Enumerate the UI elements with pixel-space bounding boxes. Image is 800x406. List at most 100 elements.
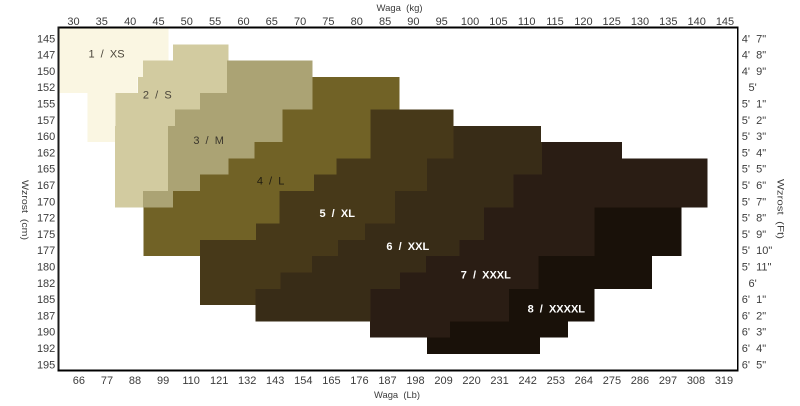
svg-text:147: 147 bbox=[37, 50, 55, 62]
svg-text:165: 165 bbox=[37, 164, 55, 176]
svg-text:88: 88 bbox=[129, 375, 141, 387]
svg-text:4' 9": 4' 9" bbox=[742, 66, 766, 78]
svg-text:308: 308 bbox=[687, 375, 705, 387]
svg-text:110: 110 bbox=[182, 375, 200, 387]
svg-text:182: 182 bbox=[37, 278, 55, 290]
svg-text:155: 155 bbox=[37, 99, 55, 111]
svg-text:65: 65 bbox=[266, 16, 278, 28]
svg-text:198: 198 bbox=[406, 375, 424, 387]
svg-text:5' 10": 5' 10" bbox=[742, 245, 773, 257]
svg-text:5' 4": 5' 4" bbox=[742, 147, 766, 159]
svg-text:5' 11": 5' 11" bbox=[742, 262, 772, 274]
svg-text:121: 121 bbox=[210, 375, 228, 387]
svg-text:77: 77 bbox=[101, 375, 113, 387]
svg-text:6' 4": 6' 4" bbox=[742, 343, 766, 355]
svg-text:Wzrost (cm): Wzrost (cm) bbox=[20, 180, 30, 240]
svg-text:286: 286 bbox=[631, 375, 649, 387]
svg-text:275: 275 bbox=[603, 375, 621, 387]
svg-text:35: 35 bbox=[96, 16, 108, 28]
svg-text:6 / XXL: 6 / XXL bbox=[386, 241, 429, 253]
svg-text:157: 157 bbox=[37, 115, 55, 127]
svg-text:8 / XXXXL: 8 / XXXXL bbox=[528, 304, 586, 316]
svg-text:162: 162 bbox=[37, 147, 55, 159]
svg-text:75: 75 bbox=[322, 16, 334, 28]
svg-text:5' 5": 5' 5" bbox=[742, 164, 766, 176]
svg-text:7 / XXXL: 7 / XXXL bbox=[461, 270, 511, 282]
svg-text:3 / M: 3 / M bbox=[193, 135, 224, 147]
svg-text:100: 100 bbox=[461, 16, 479, 28]
svg-text:60: 60 bbox=[237, 16, 249, 28]
svg-text:110: 110 bbox=[518, 16, 536, 28]
svg-text:Wzrost (Ft): Wzrost (Ft) bbox=[776, 179, 786, 239]
svg-text:80: 80 bbox=[351, 16, 363, 28]
svg-text:209: 209 bbox=[434, 375, 452, 387]
svg-text:1 / XS: 1 / XS bbox=[88, 49, 124, 61]
svg-text:160: 160 bbox=[37, 131, 55, 143]
svg-text:132: 132 bbox=[238, 375, 256, 387]
svg-text:180: 180 bbox=[37, 262, 55, 274]
svg-text:167: 167 bbox=[37, 180, 55, 192]
svg-text:5': 5' bbox=[749, 82, 757, 94]
svg-text:70: 70 bbox=[294, 16, 306, 28]
svg-text:177: 177 bbox=[37, 245, 55, 257]
svg-text:143: 143 bbox=[266, 375, 284, 387]
svg-text:172: 172 bbox=[37, 213, 55, 225]
svg-text:40: 40 bbox=[124, 16, 136, 28]
svg-text:85: 85 bbox=[379, 16, 391, 28]
svg-text:253: 253 bbox=[547, 375, 565, 387]
svg-text:297: 297 bbox=[659, 375, 677, 387]
svg-text:5' 6": 5' 6" bbox=[742, 180, 766, 192]
svg-text:176: 176 bbox=[350, 375, 368, 387]
svg-text:5' 9": 5' 9" bbox=[742, 229, 766, 241]
svg-text:90: 90 bbox=[407, 16, 419, 28]
svg-text:125: 125 bbox=[603, 16, 621, 28]
svg-text:6' 2": 6' 2" bbox=[742, 310, 766, 322]
svg-text:187: 187 bbox=[378, 375, 396, 387]
svg-text:192: 192 bbox=[37, 343, 55, 355]
svg-text:165: 165 bbox=[322, 375, 340, 387]
svg-text:152: 152 bbox=[37, 82, 55, 94]
svg-text:99: 99 bbox=[157, 375, 169, 387]
svg-text:5' 8": 5' 8" bbox=[742, 213, 766, 225]
svg-text:50: 50 bbox=[181, 16, 193, 28]
svg-text:5 / XL: 5 / XL bbox=[319, 208, 355, 220]
svg-text:145: 145 bbox=[716, 16, 734, 28]
svg-text:120: 120 bbox=[574, 16, 592, 28]
svg-text:6': 6' bbox=[749, 278, 757, 290]
svg-text:264: 264 bbox=[575, 375, 593, 387]
svg-text:30: 30 bbox=[67, 16, 79, 28]
svg-text:231: 231 bbox=[490, 375, 508, 387]
svg-text:5' 7": 5' 7" bbox=[742, 196, 766, 208]
svg-text:5' 3": 5' 3" bbox=[742, 131, 766, 143]
svg-text:140: 140 bbox=[688, 16, 706, 28]
svg-text:55: 55 bbox=[209, 16, 221, 28]
svg-text:150: 150 bbox=[37, 66, 55, 78]
svg-text:5' 2": 5' 2" bbox=[742, 115, 766, 127]
svg-text:95: 95 bbox=[436, 16, 448, 28]
svg-text:Waga (Lb): Waga (Lb) bbox=[374, 390, 420, 400]
svg-text:175: 175 bbox=[37, 229, 55, 241]
svg-text:170: 170 bbox=[37, 196, 55, 208]
svg-text:2 / S: 2 / S bbox=[143, 90, 172, 102]
svg-text:5' 1": 5' 1" bbox=[742, 99, 766, 111]
svg-text:Waga (kg): Waga (kg) bbox=[377, 3, 423, 13]
svg-text:115: 115 bbox=[546, 16, 564, 28]
svg-text:135: 135 bbox=[659, 16, 677, 28]
svg-text:4' 8": 4' 8" bbox=[742, 50, 766, 62]
svg-text:6' 1": 6' 1" bbox=[742, 294, 766, 306]
svg-text:190: 190 bbox=[37, 327, 55, 339]
svg-text:130: 130 bbox=[631, 16, 649, 28]
svg-text:319: 319 bbox=[715, 375, 733, 387]
svg-text:4' 7": 4' 7" bbox=[742, 33, 766, 45]
svg-text:220: 220 bbox=[462, 375, 480, 387]
svg-text:6' 3": 6' 3" bbox=[742, 327, 766, 339]
svg-text:145: 145 bbox=[37, 33, 55, 45]
svg-text:242: 242 bbox=[519, 375, 537, 387]
svg-text:4 / L: 4 / L bbox=[257, 175, 285, 187]
svg-text:187: 187 bbox=[37, 310, 55, 322]
svg-text:185: 185 bbox=[37, 294, 55, 306]
svg-text:45: 45 bbox=[152, 16, 164, 28]
svg-text:105: 105 bbox=[489, 16, 507, 28]
svg-text:66: 66 bbox=[73, 375, 85, 387]
svg-text:154: 154 bbox=[294, 375, 312, 387]
